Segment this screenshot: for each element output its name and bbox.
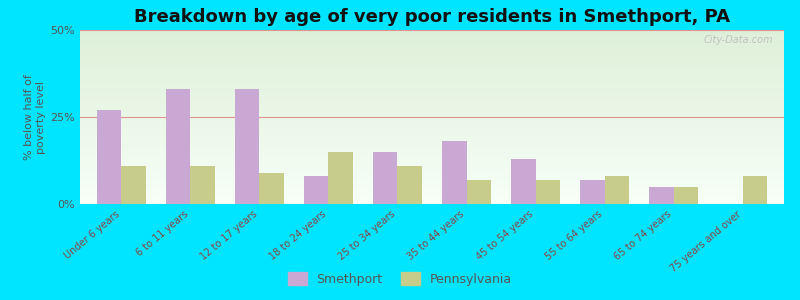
Y-axis label: % below half of
poverty level: % below half of poverty level [24, 74, 46, 160]
Bar [742, 176, 766, 204]
Legend: Smethport, Pennsylvania: Smethport, Pennsylvania [282, 267, 518, 291]
Bar [442, 141, 466, 204]
Bar [304, 176, 329, 204]
Bar [535, 180, 560, 204]
Bar [166, 89, 190, 204]
Bar [235, 89, 259, 204]
Bar [98, 110, 122, 204]
Bar [329, 152, 353, 204]
Bar [190, 166, 214, 204]
Text: City-Data.com: City-Data.com [704, 35, 774, 45]
Bar [466, 180, 490, 204]
Bar [580, 180, 605, 204]
Bar [122, 166, 146, 204]
Title: Breakdown by age of very poor residents in Smethport, PA: Breakdown by age of very poor residents … [134, 8, 730, 26]
Bar [674, 187, 698, 204]
Bar [398, 166, 422, 204]
Bar [650, 187, 674, 204]
Bar [511, 159, 535, 204]
Bar [605, 176, 629, 204]
Bar [259, 173, 284, 204]
Bar [374, 152, 398, 204]
